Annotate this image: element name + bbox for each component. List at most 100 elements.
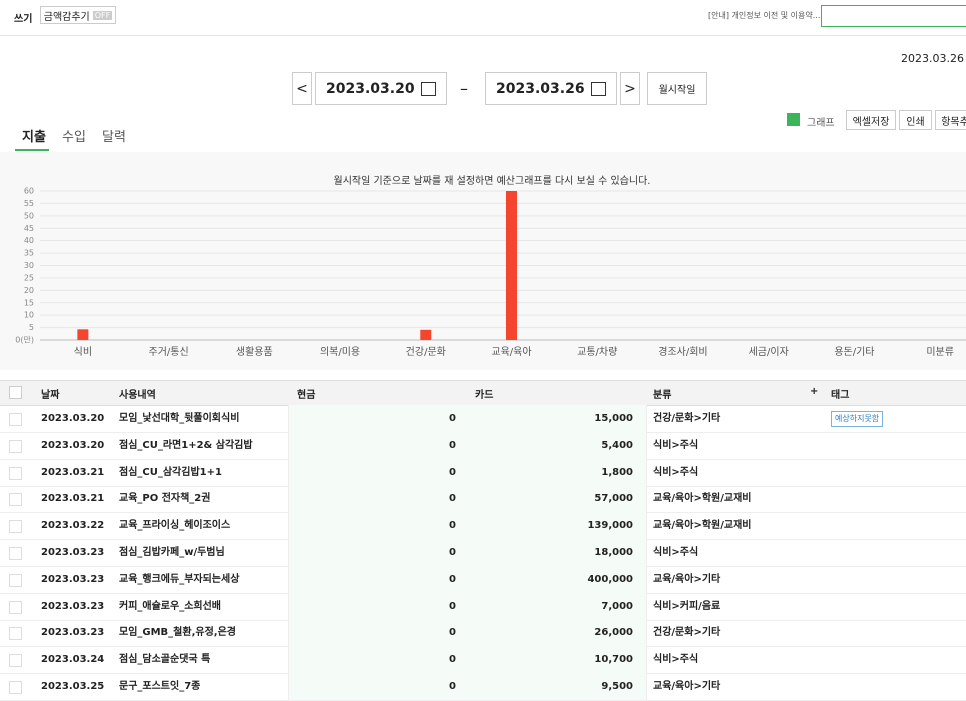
column-header[interactable]: 분류 (653, 390, 672, 401)
row-checkbox[interactable] (9, 600, 22, 614)
start-date-text: 2023.03.20 (326, 80, 415, 97)
x-tick-label: 의복/미용 (320, 346, 360, 358)
column-header[interactable]: 현금 (297, 390, 316, 401)
date: 2023.03.20 (41, 413, 105, 424)
graph-label: 그래프 (807, 118, 835, 129)
graph-checkbox[interactable] (787, 113, 800, 126)
column-header[interactable]: + (810, 386, 819, 397)
description: 교육_PO 전자책_2권 (119, 493, 211, 505)
y-tick-label: 55 (24, 199, 34, 208)
start-date[interactable]: 2023.03.20 (315, 72, 447, 105)
hide-toggle[interactable]: 금액감추기 OFF (40, 6, 116, 24)
row-checkbox[interactable] (9, 413, 22, 426)
date: 2023.03.23 (41, 547, 105, 558)
bar (506, 191, 517, 340)
cash: 0 (449, 439, 456, 451)
calendar-icon (591, 81, 606, 96)
money-cell-bg (288, 512, 647, 540)
y-tick-label: 0(만) (15, 336, 34, 345)
tab-underline (15, 149, 49, 151)
search-input[interactable] (821, 5, 966, 27)
tab[interactable]: 수입 (62, 130, 86, 145)
toggle-state: OFF (92, 10, 113, 20)
column-header[interactable]: 태그 (831, 390, 850, 401)
row-checkbox[interactable] (9, 547, 22, 560)
tab[interactable]: 지출 (22, 130, 46, 145)
category: 교육/육아>학원/교재비 (653, 520, 752, 532)
table-header (0, 380, 966, 406)
column-header[interactable]: 카드 (475, 390, 494, 401)
notice[interactable]: [안내] 개인정보 이전 및 이용약... (708, 11, 821, 20)
row-checkbox[interactable] (9, 493, 22, 507)
end-date[interactable]: 2023.03.26 (485, 72, 617, 105)
add-button[interactable]: 항목추 (935, 110, 966, 130)
date: 2023.03.24 (41, 654, 105, 666)
table-row: 2023.03.21 점심_CU_삼각김밥1+1 0 1,800 식비>주식 (0, 458, 966, 487)
description: 점심_김밥카페_w/두범님 (119, 547, 225, 558)
money-cell-bg (288, 485, 647, 513)
category: 식비>주식 (653, 547, 699, 558)
y-tick-label: 50 (24, 211, 34, 220)
x-tick-label: 주거/통신 (149, 346, 189, 358)
date: 2023.03.23 (41, 573, 105, 585)
column-header[interactable]: 사용내역 (119, 390, 156, 401)
y-tick-label: 5 (29, 323, 34, 332)
toggle-label: 금액감추기 (43, 11, 90, 23)
date: 2023.03.23 (41, 600, 105, 612)
y-tick-label: 35 (24, 249, 34, 258)
tag[interactable]: 예상하지못함 (831, 411, 884, 427)
dash: – (460, 79, 468, 98)
date: 2023.03.25 (41, 681, 105, 692)
tabs: 지출 수입 달력 (0, 124, 966, 152)
category: 식비>주식 (653, 466, 699, 478)
row-checkbox[interactable] (9, 627, 22, 641)
money-cell-bg (288, 646, 647, 674)
month-start-button[interactable]: 월시작일 (647, 72, 707, 105)
write-button[interactable]: 쓰기 (14, 14, 33, 25)
description: 점심_담소골순댓국 특 (119, 654, 211, 666)
table-row: 2023.03.23 교육_행크에듀_부자되는세상 0 400,000 교육/육아>기타 (0, 565, 966, 594)
row-checkbox[interactable] (9, 681, 22, 694)
row-checkbox[interactable] (9, 466, 22, 480)
bar (420, 329, 432, 340)
chart-note: 월시작일 기준으로 날짜를 재 설정하면 예산그래프를 다시 보실 수 있습니다… (334, 174, 651, 187)
row-checkbox[interactable] (9, 654, 22, 668)
excel-button[interactable]: 엑셀저장 (846, 110, 896, 130)
card: 1,800 (601, 466, 633, 478)
y-tick-label: 30 (24, 261, 34, 270)
category: 교육/육아>학원/교재비 (653, 493, 752, 505)
card: 7,000 (601, 600, 633, 612)
description: 모임_낯선대학_뒷풀이회식비 (119, 413, 240, 424)
description: 점심_CU_삼각김밥1+1 (119, 466, 222, 478)
cash: 0 (449, 654, 456, 666)
money-cell-bg (288, 619, 647, 647)
x-tick-label: 교육/육아 (491, 346, 531, 358)
x-tick-label: 교통/차량 (577, 346, 617, 358)
cash: 0 (449, 493, 456, 505)
y-tick-label: 20 (24, 286, 34, 295)
description: 커피_애슐로우_소희선배 (119, 600, 221, 612)
column-header[interactable]: 날짜 (41, 390, 60, 401)
next-button[interactable]: > (620, 72, 640, 105)
cash: 0 (449, 466, 456, 478)
table-row: 2023.03.24 점심_담소골순댓국 특 0 10,700 식비>주식 (0, 646, 966, 675)
category: 식비>커피/음료 (653, 600, 721, 612)
row-checkbox[interactable] (9, 573, 22, 587)
category: 건강/문화>기타 (653, 413, 721, 424)
x-tick-label: 생활용품 (236, 345, 273, 358)
cash: 0 (449, 627, 456, 639)
print-button[interactable]: 인쇄 (899, 110, 932, 130)
row-checkbox[interactable] (9, 439, 22, 453)
date: 2023.03.22 (41, 520, 105, 532)
card: 139,000 (587, 520, 633, 532)
row-checkbox[interactable] (9, 520, 22, 534)
header-checkbox[interactable] (9, 386, 22, 399)
prev-button[interactable]: < (292, 72, 312, 105)
card: 5,400 (601, 439, 633, 451)
table-row: 2023.03.21 교육_PO 전자책_2권 0 57,000 교육/육아>학원/교재… (0, 485, 966, 514)
today: 2023.03.26 (901, 52, 964, 65)
description: 교육_행크에듀_부자되는세상 (119, 573, 240, 585)
tab[interactable]: 달력 (102, 130, 126, 145)
x-tick-label: 용돈/기타 (834, 346, 874, 358)
card: 10,700 (594, 654, 633, 666)
